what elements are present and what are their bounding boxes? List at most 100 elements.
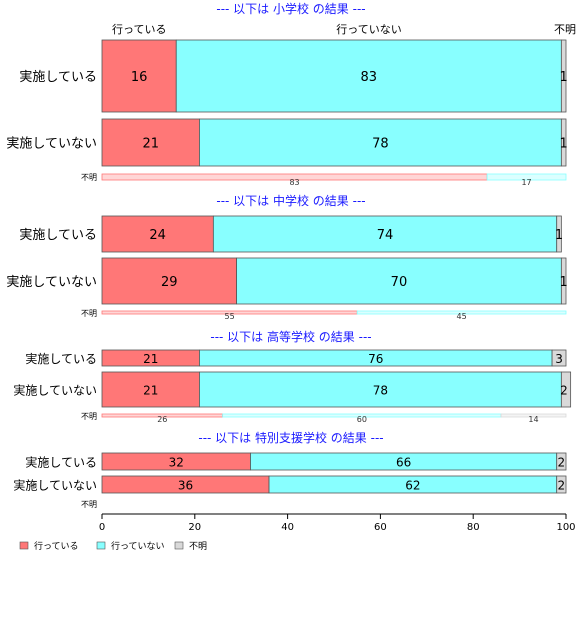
panel-1: --- 以下は 中学校 の結果 --- 実施している 24 74 1 実施していない 29 7…	[6, 193, 567, 321]
chart-panels: 行っている 行っていない 不明--- 以下は 小学校 の結果 ---実施している 16…	[6, 1, 576, 509]
x-tick-label: 100	[556, 522, 575, 533]
bar-row: 実施していない 29 70 1	[6, 257, 568, 305]
top-label-not-done: 行っていない	[336, 23, 401, 36]
bar-segment	[236, 257, 562, 305]
bar-segment-fill	[222, 414, 502, 417]
bar-segment-fill	[501, 414, 566, 417]
x-tick-label: 0	[99, 522, 105, 533]
bar-row: 実施していない 21 78 2	[13, 371, 572, 408]
row-label: 実施している	[25, 351, 97, 366]
bar-segment-fill	[102, 174, 488, 180]
bar-segment	[556, 475, 567, 494]
unknown-row: 不明 55 45	[81, 309, 567, 321]
bar-segment	[556, 215, 562, 253]
bar-segment	[560, 371, 572, 408]
data-label: 2	[558, 479, 566, 493]
bar-segment	[560, 257, 567, 305]
bar-segment	[199, 371, 562, 408]
data-label: 83	[361, 70, 378, 85]
row-label: 実施している	[19, 69, 97, 85]
data-label: 1	[560, 70, 568, 85]
unknown-row: 不明	[81, 500, 97, 509]
data-label: 26	[157, 415, 167, 424]
bar-segment	[486, 173, 567, 181]
bar-segment-fill	[102, 311, 358, 314]
panel-0: --- 以下は 小学校 の結果 --- 実施している 16 83 1 実施していない 21 7…	[6, 1, 567, 187]
row-label: 不明	[81, 500, 97, 509]
bar-row: 実施していない 21 78 1	[6, 118, 568, 167]
bar-segment	[560, 39, 567, 113]
bar-row: 実施している 16 83 1	[19, 39, 568, 113]
data-label: 1	[555, 228, 563, 243]
row-label: 不明	[81, 309, 97, 318]
bar-segment	[101, 39, 177, 113]
legend-label: 行っている	[34, 540, 79, 552]
top-label-unknown: 不明	[554, 23, 576, 36]
legend-swatch	[19, 541, 29, 550]
data-label: 24	[149, 228, 166, 243]
legend: 行っている 行っていない 不明	[19, 540, 207, 552]
bar-segment	[199, 118, 562, 167]
row-label: 不明	[81, 412, 97, 421]
data-label: 62	[405, 479, 420, 493]
row-label: 実施していない	[13, 383, 97, 398]
bar-segment-fill	[487, 174, 566, 180]
data-label: 83	[289, 178, 299, 187]
row-label: 不明	[81, 173, 97, 182]
row-label: 実施していない	[13, 478, 97, 493]
data-label: 1	[560, 275, 568, 290]
bar-row: 実施している 24 74 1	[19, 215, 563, 253]
bar-segment	[560, 118, 567, 167]
data-label: 74	[377, 228, 394, 243]
bar-segment	[101, 215, 214, 253]
data-label: 60	[357, 415, 367, 424]
data-label: 55	[225, 312, 235, 321]
unknown-row: 不明 83 17	[81, 173, 567, 187]
legend-label: 行っていない	[111, 540, 165, 552]
data-label: 16	[131, 70, 148, 85]
data-label: 21	[143, 384, 158, 398]
data-label: 70	[391, 275, 408, 290]
data-label: 66	[396, 456, 411, 470]
bar-segment	[212, 215, 558, 253]
x-tick-label: 80	[467, 522, 480, 533]
bar-row: 実施している 32 66 2	[25, 452, 567, 471]
data-label: 36	[178, 479, 193, 493]
data-label: 45	[457, 312, 467, 321]
panel-3: --- 以下は 特別支援学校 の結果 ---実施している 32 66 2実施していない…	[13, 430, 567, 509]
panel-title: --- 以下は 高等学校 の結果 ---	[210, 329, 371, 344]
data-label: 2	[558, 456, 566, 470]
x-axis: 0 20 40 60 80 100	[99, 513, 576, 533]
data-label: 21	[142, 137, 159, 152]
row-label: 実施していない	[6, 136, 97, 152]
data-label: 14	[528, 415, 538, 424]
data-label: 2	[560, 384, 568, 398]
legend-swatch	[174, 541, 184, 550]
data-label: 32	[169, 456, 184, 470]
x-tick-label: 60	[374, 522, 387, 533]
data-label: 29	[161, 275, 178, 290]
legend-label: 不明	[189, 541, 207, 552]
bar-row: 実施している 21 76 3	[25, 349, 567, 367]
bar-segment	[175, 39, 562, 113]
bar-segment	[551, 349, 567, 367]
panel-title: --- 以下は 特別支援学校 の結果 ---	[198, 430, 383, 445]
legend-swatch	[96, 541, 106, 550]
bar-row: 実施していない 36 62 2	[13, 475, 567, 494]
bar-segment	[101, 371, 200, 408]
bar-segment	[556, 452, 567, 471]
unknown-row: 不明 26 60 14	[81, 412, 567, 424]
data-label: 78	[372, 137, 389, 152]
row-label: 実施していない	[6, 274, 97, 290]
data-label: 21	[143, 352, 158, 366]
data-label: 3	[555, 352, 563, 366]
bar-segment	[356, 310, 567, 315]
bar-segment-fill	[102, 414, 223, 417]
x-tick-label: 20	[188, 522, 201, 533]
bar-segment	[101, 257, 237, 305]
data-label: 76	[368, 352, 383, 366]
bar-segment-fill	[357, 311, 566, 314]
panel-title: --- 以下は 中学校 の結果 ---	[216, 193, 365, 208]
